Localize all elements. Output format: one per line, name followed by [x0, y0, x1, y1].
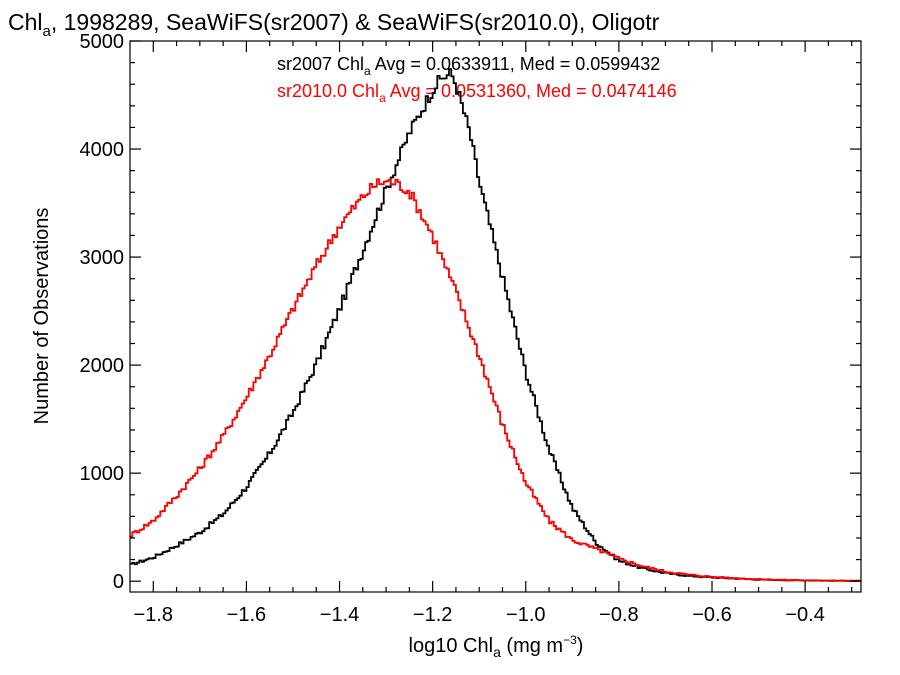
- ticks-layer: −1.8 −1.6 −1.4 −1.2 −1.0 −0.8 −0.6 −0.4 0 1000 200…: [80, 31, 861, 626]
- stat-sr2007-values: Avg = 0.0633911, Med = 0.0599432: [371, 54, 661, 74]
- chart-title-main: Chl: [8, 9, 43, 35]
- stat-sr2007-subscript: a: [364, 64, 371, 78]
- x-axis-label-main: log10 Chl: [409, 635, 494, 657]
- x-tick-label: −0.8: [599, 604, 638, 626]
- y-axis-label: Number of Observations: [31, 208, 53, 425]
- y-tick-label: 5000: [80, 31, 125, 53]
- x-axis-label-unit: (mg m: [501, 635, 563, 657]
- chart-title-subscript: a: [43, 23, 52, 40]
- stat-sr2007-label: sr2007 Chl: [277, 54, 364, 74]
- chart-title: Chla, 1998289, SeaWiFS(sr2007) & SeaWiFS…: [8, 9, 660, 40]
- x-tick-label: −1.8: [134, 604, 173, 626]
- x-tick-label: −1.4: [320, 604, 359, 626]
- plot-frame: [129, 40, 862, 593]
- series-line-sr2007: [130, 68, 861, 582]
- x-tick-label: −0.6: [692, 604, 731, 626]
- stat-sr2007: sr2007 Chla Avg = 0.0633911, Med = 0.059…: [277, 54, 660, 78]
- x-tick-label: −0.4: [785, 604, 824, 626]
- x-tick-label: −1.0: [506, 604, 545, 626]
- stat-sr2010-subscript: a: [379, 91, 386, 105]
- y-tick-label: 3000: [80, 247, 125, 269]
- stats-annotations: sr2007 Chla Avg = 0.0633911, Med = 0.059…: [277, 54, 677, 105]
- stat-sr2010: sr2010.0 Chla Avg = 0.0531360, Med = 0.0…: [277, 81, 677, 105]
- y-tick-label: 1000: [80, 463, 125, 485]
- x-tick-label: −1.6: [227, 604, 266, 626]
- stat-sr2010-label: sr2010.0 Chl: [277, 81, 379, 101]
- y-tick-label: 2000: [80, 355, 125, 377]
- series-line-sr2010-0: [130, 178, 861, 582]
- x-axis-label: log10 Chla (mg m−3): [409, 633, 584, 660]
- x-axis-label-subscript: a: [493, 644, 501, 660]
- x-tick-label: −1.2: [413, 604, 452, 626]
- stat-sr2010-values: Avg = 0.0531360, Med = 0.0474146: [386, 81, 677, 101]
- chart-title-rest: , 1998289, SeaWiFS(sr2007) & SeaWiFS(sr2…: [51, 9, 660, 35]
- y-tick-label: 0: [113, 571, 124, 593]
- series-layer: [130, 68, 861, 582]
- x-axis-label-end: ): [577, 635, 584, 657]
- y-tick-label: 4000: [80, 139, 125, 161]
- x-axis-label-superscript: −3: [563, 633, 577, 647]
